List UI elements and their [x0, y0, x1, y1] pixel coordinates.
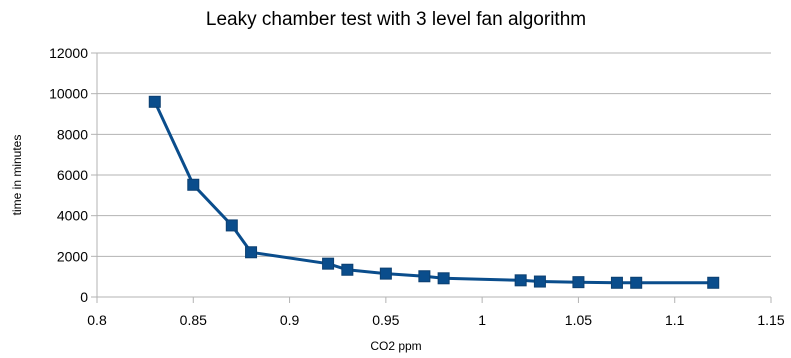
x-tick-label: 0.85	[180, 312, 207, 328]
data-point	[514, 274, 527, 287]
data-point	[245, 246, 258, 259]
x-tick-label: 0.8	[87, 312, 107, 328]
y-tick-label: 0	[80, 289, 88, 305]
data-point	[187, 178, 200, 191]
data-point	[148, 95, 161, 108]
data-point	[322, 257, 335, 270]
y-tick-labels: 0 2000 4000 6000 8000 10000 12000	[49, 45, 88, 305]
chart-title: Leaky chamber test with 3 level fan algo…	[206, 9, 586, 30]
series-line	[153, 101, 714, 285]
data-point	[225, 219, 238, 232]
data-point	[572, 276, 585, 289]
y-tick-label: 12000	[49, 45, 88, 61]
y-tick-label: 2000	[57, 248, 88, 264]
y-tick-label: 8000	[57, 126, 88, 142]
x-tick-label: 1.05	[565, 312, 592, 328]
x-tick-label: 0.9	[280, 312, 300, 328]
data-point	[418, 270, 431, 283]
x-axis-label: CO2 ppm	[370, 339, 421, 353]
data-point	[379, 267, 392, 280]
x-tick-labels: 0.8 0.85 0.9 0.95 1 1.05 1.1 1.15	[87, 312, 785, 328]
x-tick-label: 1.1	[665, 312, 685, 328]
series-layer	[148, 95, 720, 289]
y-tick-label: 4000	[57, 208, 88, 224]
x-tick-label: 1.15	[757, 312, 784, 328]
y-axis-label: time in minutes	[10, 135, 24, 216]
axes	[91, 52, 772, 303]
data-point	[437, 272, 450, 285]
data-point	[533, 275, 546, 288]
y-tick-label: 6000	[57, 167, 88, 183]
data-point	[630, 276, 643, 289]
x-tick-label: 1	[478, 312, 486, 328]
data-point	[707, 276, 720, 289]
data-point	[610, 276, 623, 289]
data-point	[341, 263, 354, 276]
y-tick-label: 10000	[49, 86, 88, 102]
grid-lines	[97, 52, 771, 257]
x-tick-label: 0.95	[372, 312, 399, 328]
